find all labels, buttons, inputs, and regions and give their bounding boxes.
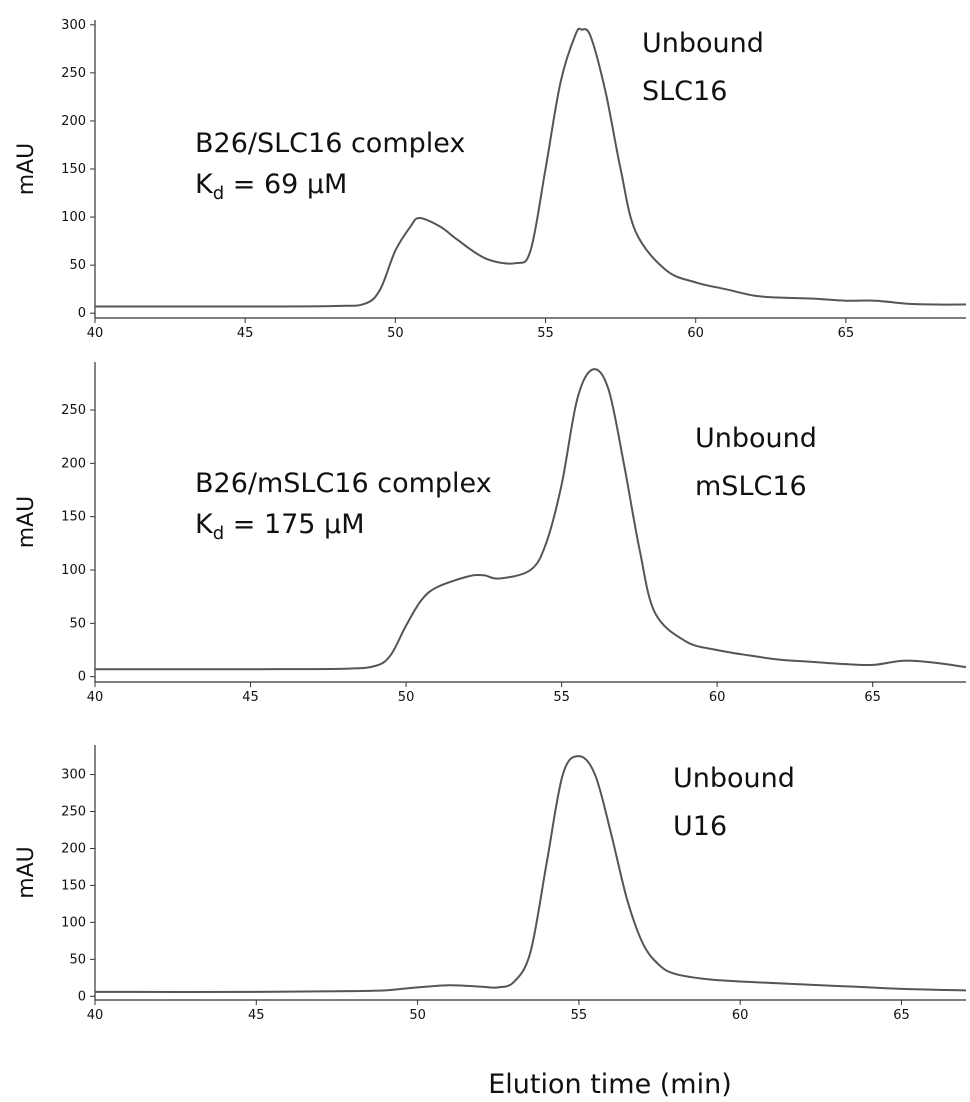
chromatogram-trace	[94, 368, 967, 671]
x-ticks: 40 45 50 55 60 65	[87, 318, 854, 341]
complex-annotation-title: B26/mSLC16 complex	[195, 468, 492, 499]
y-tick-label: 250	[61, 66, 86, 81]
y-tick-label: 0	[78, 670, 86, 685]
kd-symbol: K	[195, 169, 214, 200]
kd-value: = 175 μM	[224, 509, 364, 540]
x-axis-label: Elution time (min)	[488, 1069, 732, 1100]
x-tick-label: 65	[864, 690, 881, 705]
panel-slc16: 40 45 50 55 60 65 0 50 100 150 200 250 300 mAU B26/…	[14, 18, 967, 341]
x-tick-label: 55	[571, 1008, 588, 1023]
y-tick-label: 0	[78, 306, 86, 321]
chromatogram-trace	[95, 27, 967, 308]
y-tick-label: 150	[61, 162, 86, 177]
kd-annotation: Kd = 69 μM	[195, 169, 347, 204]
x-tick-label: 60	[732, 1008, 749, 1023]
unbound-annotation-line2: SLC16	[642, 76, 727, 107]
y-axis-label: mAU	[14, 496, 39, 549]
y-axis-label: mAU	[14, 846, 39, 899]
x-tick-label: 45	[237, 326, 254, 341]
x-ticks: 40 45 50 55 60 65	[87, 682, 881, 705]
x-tick-label: 50	[409, 1008, 426, 1023]
unbound-annotation-line1: Unbound	[673, 763, 795, 794]
y-tick-label: 300	[61, 768, 86, 783]
y-ticks: 0 50 100 150 200 250 300	[61, 768, 95, 1004]
panel-mslc16: 40 45 50 55 60 65 0 50 100 150 200 250 mAU B26/mSL…	[14, 362, 967, 705]
y-tick-label: 200	[61, 841, 86, 856]
unbound-annotation-line2: mSLC16	[695, 471, 807, 502]
x-tick-label: 60	[709, 690, 726, 705]
y-tick-label: 300	[61, 18, 86, 33]
unbound-annotation-line1: Unbound	[642, 28, 764, 59]
x-tick-label: 60	[687, 326, 704, 341]
kd-symbol: K	[195, 509, 214, 540]
x-tick-label: 40	[87, 690, 104, 705]
y-ticks: 0 50 100 150 200 250	[61, 403, 95, 685]
y-tick-label: 100	[61, 563, 86, 578]
x-tick-label: 40	[87, 1008, 104, 1023]
x-ticks: 40 45 50 55 60 65	[87, 1000, 910, 1023]
y-tick-label: 150	[61, 510, 86, 525]
unbound-annotation-line2: U16	[673, 811, 727, 842]
y-tick-label: 150	[61, 878, 86, 893]
x-tick-label: 45	[248, 1008, 265, 1023]
kd-subscript: d	[213, 183, 224, 204]
y-tick-label: 50	[69, 616, 86, 631]
x-tick-label: 50	[398, 690, 415, 705]
x-tick-label: 55	[537, 326, 554, 341]
y-tick-label: 200	[61, 456, 86, 471]
kd-annotation: Kd = 175 μM	[195, 509, 365, 544]
panel-u16: 40 45 50 55 60 65 0 50 100 150 200 250 300 mAU Unbo…	[14, 745, 967, 1100]
y-tick-label: 250	[61, 403, 86, 418]
y-tick-label: 0	[78, 989, 86, 1004]
x-tick-label: 65	[838, 326, 855, 341]
y-ticks: 0 50 100 150 200 250 300	[61, 18, 95, 321]
y-tick-label: 100	[61, 915, 86, 930]
x-tick-label: 55	[553, 690, 570, 705]
y-axis-label: mAU	[14, 143, 39, 196]
complex-annotation-title: B26/SLC16 complex	[195, 128, 465, 159]
kd-subscript: d	[213, 523, 224, 544]
y-tick-label: 200	[61, 114, 86, 129]
x-tick-label: 65	[893, 1008, 910, 1023]
chromatogram-trace	[94, 755, 967, 993]
unbound-annotation-line1: Unbound	[695, 423, 817, 454]
x-tick-label: 50	[387, 326, 404, 341]
y-tick-label: 250	[61, 805, 86, 820]
y-tick-label: 100	[61, 210, 86, 225]
y-tick-label: 50	[69, 258, 86, 273]
kd-value: = 69 μM	[224, 169, 347, 200]
x-tick-label: 40	[87, 326, 104, 341]
y-tick-label: 50	[69, 952, 86, 967]
x-tick-label: 45	[242, 690, 259, 705]
